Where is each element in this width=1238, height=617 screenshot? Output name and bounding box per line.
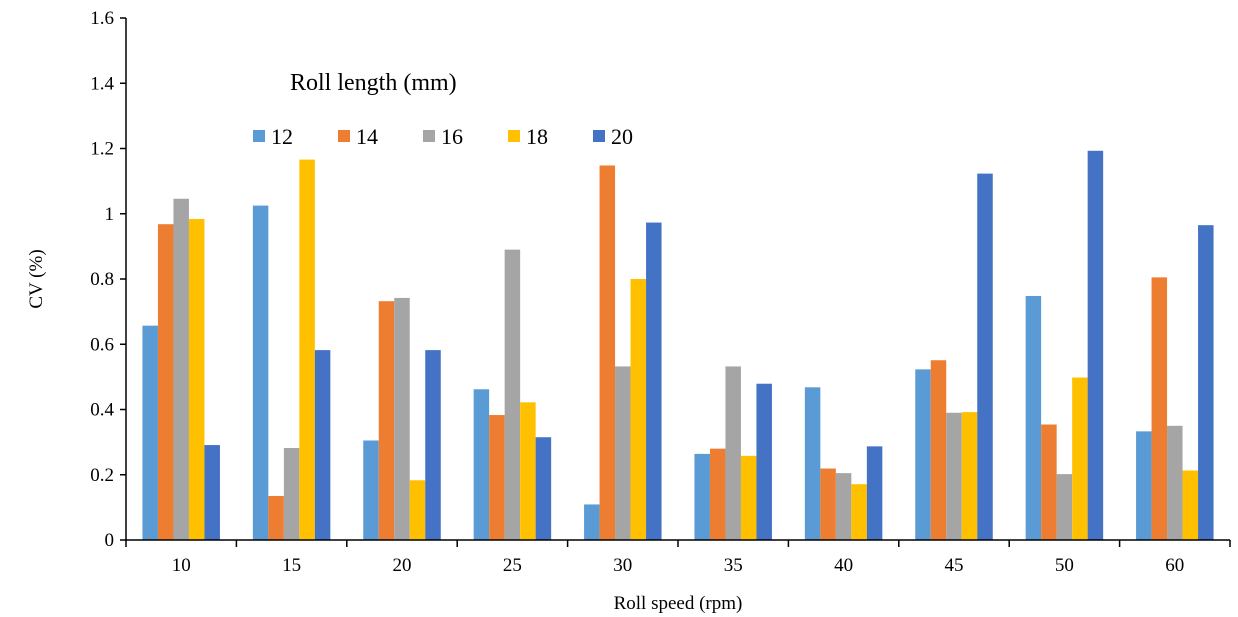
legend-swatch-16 [423,130,435,142]
bar-60-14 [1151,277,1168,540]
bar-45-16 [946,412,962,540]
bar-40-14 [820,468,836,540]
bar-10-20 [204,445,220,540]
bar-40-20 [866,446,883,540]
y-axis-ticks: 0 0.2 0.4 0.6 0.8 1 1.2 1.4 1.6 [90,8,126,551]
x-axis-title: Roll speed (rpm) [614,593,743,614]
bar-10-14 [157,224,174,540]
y-tick-label: 1 [105,204,115,225]
bar-20-18 [409,480,426,540]
bar-10-16 [173,198,189,540]
bar-40-12 [804,387,821,540]
bar-45-12 [915,369,931,540]
x-axis-ticks: 10 15 20 25 30 35 40 45 50 60 [125,540,1231,576]
bar-10-18 [188,218,205,540]
y-axis-title: CV (%) [26,249,47,308]
legend-swatch-12 [253,130,265,142]
x-tick-label: 15 [282,555,301,576]
bar-35-14 [709,448,726,540]
bar-50-18 [1072,377,1088,540]
legend-swatch-14 [338,130,350,142]
bar-15-16 [283,447,300,540]
bar-20-14 [378,301,395,540]
legend-label-14: 14 [356,124,378,149]
bar-20-20 [425,350,441,540]
legend-swatch-20 [593,130,605,142]
bar-45-14 [930,360,947,540]
y-tick-label: 1.2 [90,139,114,160]
bar-25-20 [535,437,552,540]
bar-40-18 [851,484,867,540]
bar-45-18 [961,412,978,540]
y-tick-label: 1.6 [90,8,114,29]
bar-35-16 [725,366,741,540]
legend-swatch-18 [508,130,520,142]
y-tick-label: 0.8 [90,269,114,290]
x-tick-label: 60 [1165,555,1184,576]
bar-10-12 [142,325,158,540]
bar-25-16 [504,249,521,540]
bar-15-14 [268,495,284,540]
x-tick-label: 35 [724,555,743,576]
bar-60-12 [1136,431,1152,540]
bar-30-20 [646,222,662,540]
bar-50-16 [1056,474,1073,540]
legend-title: Roll length (mm) [290,70,457,96]
bar-15-12 [252,205,269,540]
x-tick-label: 40 [834,555,853,576]
bar-30-12 [584,504,600,540]
bar-40-16 [835,473,852,540]
bar-30-16 [615,366,631,540]
bar-30-14 [599,165,616,540]
bar-35-12 [694,453,710,540]
y-tick-label: 0.2 [90,465,114,486]
y-tick-label: 0.4 [90,400,114,421]
bar-60-16 [1167,425,1183,540]
bar-15-20 [314,350,331,540]
legend: Roll length (mm) 12 14 16 18 20 [253,70,633,149]
legend-items: 12 14 16 18 20 [253,124,633,149]
bar-30-18 [630,279,647,540]
bar-25-12 [473,389,490,540]
x-tick-label: 10 [172,555,191,576]
bar-20-12 [363,440,379,540]
bar-25-18 [520,402,536,540]
x-tick-label: 20 [393,555,412,576]
bar-60-20 [1198,225,1214,540]
bar-15-18 [299,159,315,540]
bar-45-20 [977,173,993,540]
x-tick-label: 25 [503,555,522,576]
legend-label-20: 20 [611,124,633,149]
bars-layer [142,150,1214,540]
y-tick-label: 1.4 [90,73,114,94]
bar-50-12 [1025,295,1042,540]
bar-35-20 [756,383,772,540]
bar-50-14 [1041,424,1057,540]
legend-label-12: 12 [271,124,293,149]
bar-50-20 [1087,150,1104,540]
bar-35-18 [740,455,757,540]
bar-25-14 [489,415,505,540]
bar-20-16 [394,297,410,540]
bar-60-18 [1182,470,1199,540]
x-tick-label: 30 [613,555,632,576]
x-tick-label: 50 [1055,555,1074,576]
x-tick-label: 45 [945,555,964,576]
y-tick-label: 0.6 [90,334,114,355]
legend-label-16: 16 [441,124,463,149]
legend-label-18: 18 [526,124,548,149]
y-tick-label: 0 [105,530,115,551]
